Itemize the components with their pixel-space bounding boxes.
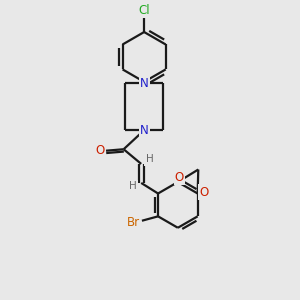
Text: N: N <box>140 77 148 90</box>
Text: Br: Br <box>127 216 140 229</box>
Text: O: O <box>95 144 104 157</box>
Text: H: H <box>146 154 153 164</box>
Text: N: N <box>140 124 148 137</box>
Text: O: O <box>200 185 209 199</box>
Text: O: O <box>175 171 184 184</box>
Text: Cl: Cl <box>138 4 150 17</box>
Text: H: H <box>129 181 137 191</box>
